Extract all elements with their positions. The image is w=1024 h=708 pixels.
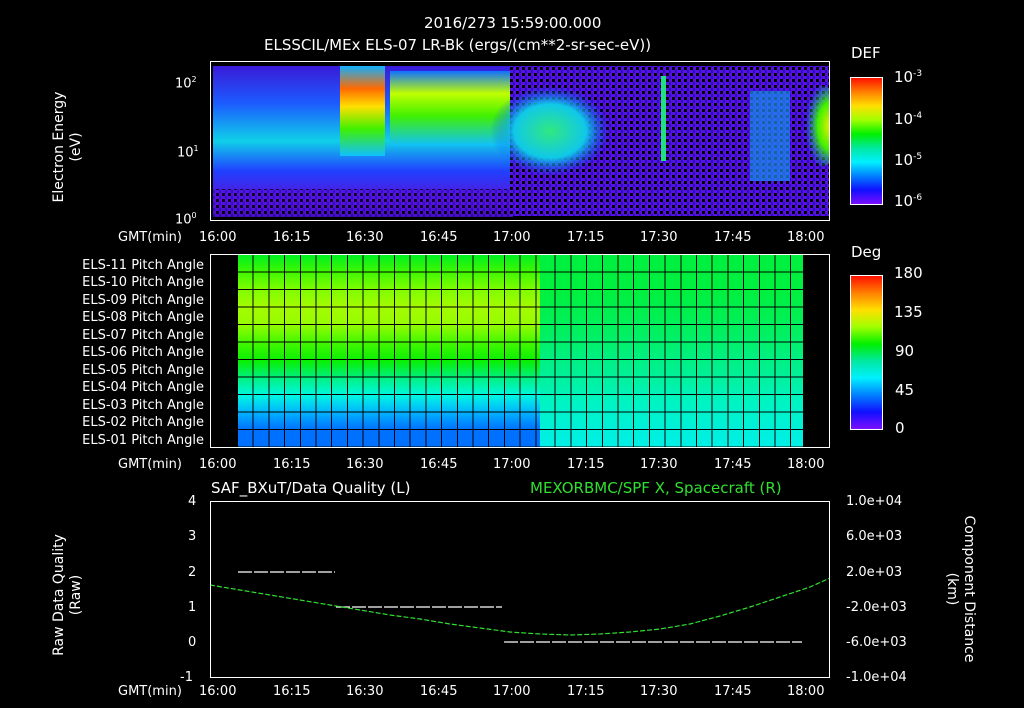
- deg-colorbar: [850, 275, 883, 430]
- ylabel-line1: Raw Data Quality: [51, 534, 67, 656]
- ylabel-line1: Electron Energy: [51, 91, 67, 203]
- def-tick: 10-6: [894, 192, 923, 210]
- xtick: 16:00: [199, 230, 237, 245]
- spectrogram-ylabel: Electron Energy (eV): [51, 67, 85, 227]
- def-tick: 10-5: [894, 151, 923, 169]
- xtick: 16:45: [420, 684, 458, 699]
- pitch-angle-plot[interactable]: [210, 254, 830, 448]
- spectrogram-plot[interactable]: [210, 61, 830, 221]
- pitch-row-label: ELS-04 Pitch Angle: [82, 380, 204, 395]
- xtick: 17:45: [714, 457, 752, 472]
- quality-right-ylabel: Component Distance (km): [943, 499, 977, 679]
- xtick: 17:45: [714, 230, 752, 245]
- xtick: 16:00: [199, 684, 237, 699]
- plot-subtitle: ELSSCIL/MEx ELS-07 LR-Bk (ergs/(cm**2-sr…: [264, 36, 652, 54]
- xtick: 17:45: [714, 684, 752, 699]
- ytick: 4: [188, 494, 197, 509]
- ytick: 1: [188, 600, 197, 615]
- ytick: 2: [188, 565, 197, 580]
- deg-tick: 90: [895, 342, 915, 360]
- quality-frame: [210, 501, 830, 678]
- ytick: -6.0e+03: [846, 635, 907, 650]
- xtick: 17:30: [640, 457, 678, 472]
- ylabel-line2: (km): [944, 572, 960, 606]
- pitch-row-label: ELS-10 Pitch Angle: [82, 275, 204, 290]
- ytick-1: 100: [175, 211, 197, 228]
- deg-tick: 135: [894, 303, 923, 321]
- xtick: 16:30: [346, 457, 384, 472]
- quality-right-title: MEXORBMC/SPF X, Spacecraft (R): [530, 479, 782, 497]
- pitch-row-label: ELS-02 Pitch Angle: [82, 415, 204, 430]
- xtick: 17:30: [640, 230, 678, 245]
- spectrogram-frame: [210, 61, 830, 221]
- xtick: 17:15: [567, 684, 605, 699]
- pitch-row-label: ELS-11 Pitch Angle: [82, 258, 204, 273]
- xtick: 17:00: [493, 457, 531, 472]
- spectrogram-image: [210, 61, 830, 221]
- xtick: 16:15: [273, 230, 311, 245]
- ytick: 3: [188, 529, 197, 544]
- def-colorbar: [850, 77, 883, 205]
- xtick: 18:00: [787, 684, 825, 699]
- ytick: -2.0e+03: [846, 600, 907, 615]
- deg-tick: 180: [894, 264, 923, 282]
- ytick: 6.0e+03: [846, 529, 903, 544]
- pitch-row-label: ELS-01 Pitch Angle: [82, 433, 204, 448]
- quality-xlabel: GMT(min): [118, 684, 182, 699]
- xtick: 18:00: [787, 230, 825, 245]
- ytick: -1.0e+04: [846, 670, 907, 685]
- pitch-row-label: ELS-06 Pitch Angle: [82, 345, 204, 360]
- xtick: 16:15: [273, 457, 311, 472]
- xtick: 17:30: [640, 684, 678, 699]
- def-tick: 10-4: [894, 110, 923, 128]
- deg-colorbar-title: Deg: [851, 243, 882, 261]
- ylabel-line1: Component Distance: [961, 515, 977, 663]
- ytick: 2.0e+03: [846, 565, 903, 580]
- ytick-100: 102: [175, 75, 197, 92]
- pitch-angle-frame: [210, 254, 830, 448]
- xtick: 16:45: [420, 457, 458, 472]
- deg-tick: 45: [895, 381, 915, 399]
- ytick: 1.0e+04: [846, 494, 903, 509]
- xtick: 17:15: [567, 230, 605, 245]
- spectrogram-xlabel: GMT(min): [118, 230, 182, 245]
- pitch-row-label: ELS-03 Pitch Angle: [82, 398, 204, 413]
- ylabel-line2: (Raw): [68, 574, 84, 616]
- xtick: 16:15: [273, 684, 311, 699]
- pitch-xlabel: GMT(min): [118, 457, 182, 472]
- xtick: 16:30: [346, 684, 384, 699]
- xtick: 16:00: [199, 457, 237, 472]
- plot-timestamp: 2016/273 15:59:00.000: [424, 14, 602, 32]
- def-colorbar-title: DEF: [851, 44, 881, 62]
- xtick: 18:00: [787, 457, 825, 472]
- xtick: 16:30: [346, 230, 384, 245]
- xtick: 17:00: [493, 684, 531, 699]
- pitch-row-label: ELS-09 Pitch Angle: [82, 293, 204, 308]
- xtick: 17:00: [493, 230, 531, 245]
- def-tick: 10-3: [894, 68, 923, 86]
- deg-tick: 0: [895, 419, 905, 437]
- ylabel-line2: (eV): [68, 132, 84, 162]
- quality-plot[interactable]: [210, 501, 830, 678]
- pitch-angle-grid-shift: [540, 255, 803, 447]
- quality-left-ylabel: Raw Data Quality (Raw): [51, 505, 85, 685]
- quality-lines: [210, 571, 830, 643]
- xtick: 16:45: [420, 230, 458, 245]
- pitch-row-label: ELS-05 Pitch Angle: [82, 363, 204, 378]
- pitch-row-label: ELS-08 Pitch Angle: [82, 310, 204, 325]
- xtick: 17:15: [567, 457, 605, 472]
- ytick-10: 101: [177, 144, 199, 161]
- pitch-row-label: ELS-07 Pitch Angle: [82, 328, 204, 343]
- ytick: -1: [180, 670, 193, 685]
- ytick: 0: [188, 635, 197, 650]
- quality-left-title: SAF_BXuT/Data Quality (L): [211, 479, 411, 497]
